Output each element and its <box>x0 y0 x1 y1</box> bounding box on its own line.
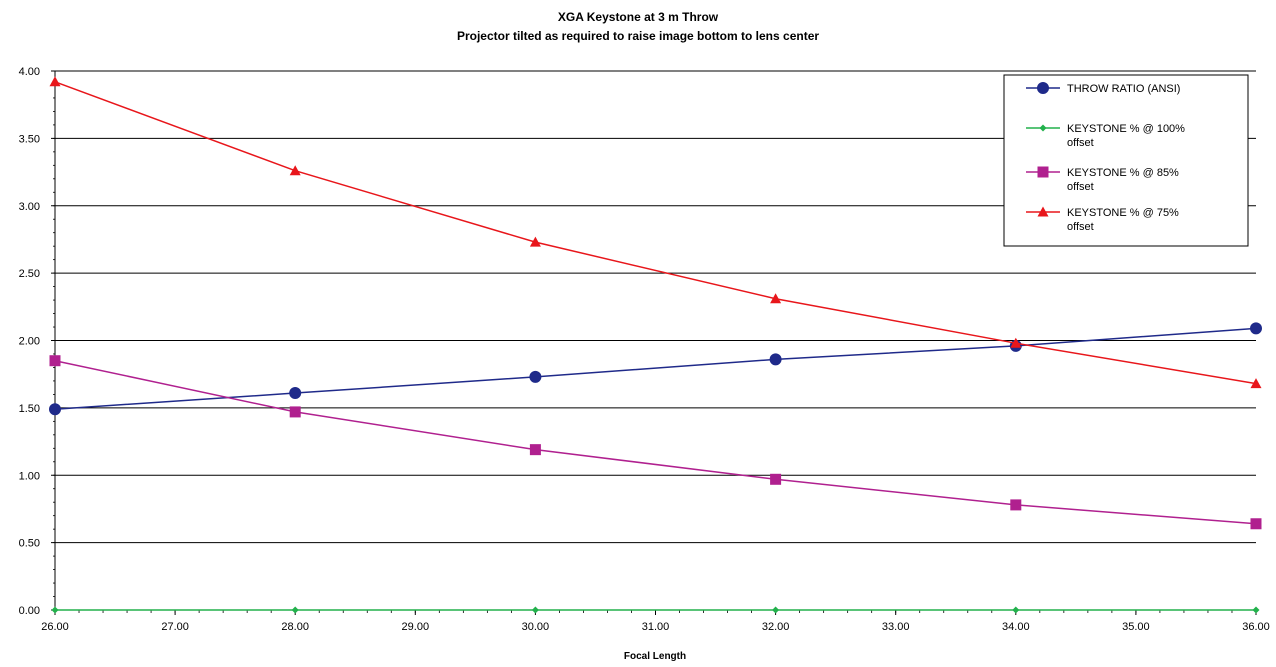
triangle-marker <box>49 76 61 87</box>
legend-label-line2: offset <box>1067 137 1094 149</box>
triangle-marker <box>770 293 782 304</box>
x-tick-label: 26.00 <box>41 621 69 633</box>
y-tick-label: 1.50 <box>19 403 40 415</box>
square-marker <box>289 406 301 418</box>
legend-label: KEYSTONE % @ 75% <box>1067 207 1179 219</box>
x-tick-label: 33.00 <box>882 621 910 633</box>
square-marker <box>770 473 782 485</box>
triangle-marker <box>1250 378 1262 389</box>
circle-marker <box>289 387 302 400</box>
legend-label: KEYSTONE % @ 85% <box>1067 167 1179 179</box>
y-tick-label: 2.50 <box>19 268 40 280</box>
x-tick-label: 27.00 <box>161 621 189 633</box>
square-marker <box>1037 166 1049 178</box>
circle-marker <box>49 403 61 416</box>
x-tick-label: 30.00 <box>522 621 550 633</box>
legend-label-line2: offset <box>1067 221 1094 233</box>
x-tick-label: 31.00 <box>642 621 670 633</box>
y-tick-label: 4.00 <box>19 66 40 78</box>
triangle-marker <box>529 236 541 247</box>
x-tick-label: 28.00 <box>281 621 309 633</box>
circle-marker <box>529 370 542 383</box>
diamond-marker <box>1252 606 1260 614</box>
legend-entry: THROW RATIO (ANSI) <box>1026 82 1180 95</box>
x-tick-label: 36.00 <box>1242 621 1270 633</box>
chart-title: XGA Keystone at 3 m Throw <box>558 10 719 24</box>
series-line <box>54 359 1257 525</box>
legend-label: THROW RATIO (ANSI) <box>1067 83 1180 95</box>
square-marker <box>49 355 61 367</box>
series-line <box>54 81 1257 385</box>
y-tick-label: 0.50 <box>19 538 40 550</box>
y-tick-label: 3.50 <box>19 133 40 145</box>
circle-marker <box>769 353 782 366</box>
square-marker <box>1250 518 1262 530</box>
legend-label: KEYSTONE % @ 100% <box>1067 123 1185 135</box>
diamond-marker <box>1012 606 1020 614</box>
triangle-marker <box>289 165 301 176</box>
series-2 <box>51 606 1260 614</box>
y-tick-label: 3.00 <box>19 201 40 213</box>
series-4 <box>49 76 1262 389</box>
legend-entry: KEYSTONE % @ 100% offset <box>1026 123 1185 149</box>
triangle-marker <box>1010 337 1022 348</box>
legend-label-line2: offset <box>1067 181 1094 193</box>
chart-subtitle: Projector tilted as required to raise im… <box>457 29 819 43</box>
legend-entry: KEYSTONE % @ 75% offset <box>1026 206 1179 233</box>
legend: THROW RATIO (ANSI) KEYSTONE % @ 100% offse… <box>1003 74 1249 247</box>
diamond-marker <box>291 606 299 614</box>
x-tick-label: 32.00 <box>762 621 790 633</box>
diamond-marker <box>772 606 780 614</box>
series-line <box>54 327 1257 410</box>
x-axis-label: Focal Length <box>624 651 686 662</box>
circle-marker <box>1037 82 1049 94</box>
x-tick-label: 34.00 <box>1002 621 1030 633</box>
square-marker <box>1010 499 1022 511</box>
legend-entry: KEYSTONE % @ 85% offset <box>1026 166 1179 193</box>
gridlines <box>55 70 1256 544</box>
x-tick-label: 29.00 <box>402 621 430 633</box>
triangle-marker <box>1037 206 1049 217</box>
square-marker <box>529 444 541 456</box>
series-3 <box>49 355 1262 530</box>
circle-marker <box>1250 322 1262 335</box>
y-tick-label: 1.00 <box>19 470 40 482</box>
diamond-marker <box>51 606 59 614</box>
diamond-marker <box>1039 124 1047 132</box>
diamond-marker <box>531 606 539 614</box>
y-tick-label: 2.00 <box>19 336 40 348</box>
series-group <box>49 76 1262 614</box>
series-1 <box>49 322 1262 416</box>
y-tick-label: 0.00 <box>19 605 40 617</box>
legend-box <box>1003 74 1249 247</box>
x-tick-label: 35.00 <box>1122 621 1150 633</box>
